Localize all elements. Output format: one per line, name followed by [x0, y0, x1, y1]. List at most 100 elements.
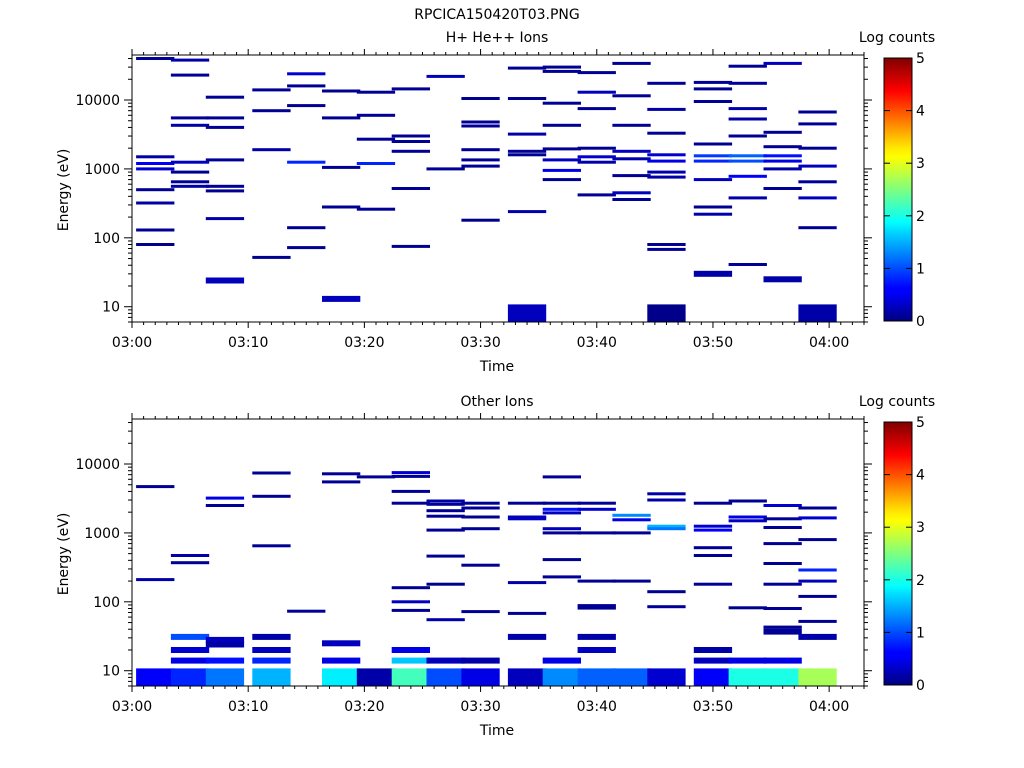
heatmap-cell — [763, 167, 802, 171]
heatmap-cell — [461, 124, 500, 128]
heatmap-cell — [798, 226, 837, 230]
heatmap-cell — [798, 146, 837, 150]
heatmap-cell — [391, 586, 430, 590]
heatmap-cell — [461, 527, 500, 531]
heatmap-cell — [170, 58, 210, 62]
x-tick-label: 03:50 — [693, 335, 733, 351]
heatmap-cell — [170, 633, 210, 640]
heatmap-cell — [542, 178, 581, 182]
heatmap-cell — [426, 554, 465, 558]
heatmap-cell — [391, 149, 430, 153]
colorbar-tick-label: 0 — [916, 678, 925, 694]
heatmap-cell — [322, 89, 361, 93]
heatmap-cell — [542, 511, 581, 515]
heatmap-cell — [798, 538, 837, 542]
heatmap-cell — [763, 187, 802, 190]
heatmap-cell — [426, 514, 465, 518]
y-tick-label: 100 — [93, 595, 120, 611]
heatmap-cell — [426, 528, 465, 532]
heatmap-cell — [693, 546, 733, 550]
heatmap-cell — [612, 668, 651, 686]
heatmap-cell — [136, 485, 175, 489]
heatmap-cell — [577, 71, 616, 75]
heatmap-cell — [798, 633, 837, 640]
x-axis-label: Time — [479, 359, 514, 375]
heatmap-cell — [322, 480, 361, 484]
heatmap-cell — [728, 499, 767, 503]
heatmap-cell — [287, 104, 326, 108]
heatmap-cell — [798, 180, 837, 184]
heatmap-cell — [205, 636, 245, 643]
heatmap-cell — [798, 506, 837, 510]
heatmap-cell — [647, 175, 686, 179]
heatmap-cell — [647, 524, 686, 528]
heatmap-cell — [170, 160, 210, 164]
heatmap-cell — [507, 515, 547, 519]
y-tick-label: 10 — [102, 664, 120, 680]
heatmap-cell — [728, 107, 767, 111]
heatmap-cell — [542, 657, 581, 664]
heatmap-cell — [252, 647, 291, 653]
heatmap-cell — [461, 148, 500, 152]
heatmap-cell — [693, 657, 733, 664]
heatmap-cell — [612, 61, 651, 65]
heatmap-cell — [322, 668, 361, 686]
heatmap-cell — [391, 471, 430, 475]
heatmap-cell — [612, 123, 651, 127]
heatmap-cell — [693, 178, 733, 182]
x-tick-label: 03:20 — [344, 335, 384, 351]
heatmap-cell — [426, 582, 465, 586]
heatmap-cell — [693, 501, 733, 505]
heatmap-cell — [507, 517, 547, 521]
heatmap-cell — [763, 562, 802, 565]
heatmap-cell — [391, 134, 430, 138]
heatmap-cell — [461, 515, 500, 519]
heatmap-cell — [693, 668, 733, 686]
heatmap-cell — [693, 528, 733, 532]
heatmap-cell — [693, 100, 733, 103]
heatmap-cell — [612, 191, 651, 195]
heatmap-cell — [728, 117, 767, 121]
plot-frame — [131, 418, 865, 687]
heatmap-cell — [287, 609, 326, 613]
heatmap-cell — [693, 154, 733, 158]
heatmap-cell — [252, 494, 291, 498]
heatmap-cell — [577, 160, 616, 164]
heatmap-cell — [647, 498, 686, 502]
heatmap-cell — [577, 579, 616, 583]
heatmap-cell — [136, 167, 175, 171]
heatmap-cell — [426, 499, 465, 503]
heatmap-cell — [170, 180, 210, 184]
colorbar: Log counts 0 1 2 3 4 5 — [859, 30, 935, 330]
heatmap-cell — [205, 504, 245, 507]
colorbar-tick-label: 3 — [916, 520, 925, 536]
heatmap-cell — [647, 605, 686, 609]
heatmap-cell — [693, 205, 733, 209]
heatmap-cell — [612, 157, 651, 161]
colorbar-tick-label: 3 — [916, 156, 925, 172]
heatmap-cell — [426, 74, 465, 78]
heatmap-cell — [205, 189, 245, 193]
heatmap-cell — [507, 581, 547, 585]
figure-title: RPCICA150420T03.PNG — [414, 7, 579, 23]
heatmap-cell — [647, 668, 686, 686]
heatmap-cell — [647, 81, 686, 85]
heatmap-cell — [356, 668, 396, 686]
y-tick-label: 100 — [93, 231, 120, 247]
colorbar-ticks: 0 1 2 3 4 5 — [884, 415, 925, 694]
heatmap-cell — [426, 509, 465, 513]
heatmap-cell — [542, 168, 581, 172]
heatmap-cell — [461, 218, 500, 222]
heatmap-cell — [287, 84, 326, 88]
heatmap-cell — [693, 554, 733, 557]
heatmap-cell — [763, 61, 802, 65]
colorbar-tick-label: 5 — [916, 51, 925, 67]
colorbar-tick-label: 2 — [916, 573, 925, 589]
heatmap-cell — [426, 502, 465, 506]
x-tick-label: 03:00 — [112, 335, 152, 351]
heatmap-cell — [798, 196, 837, 200]
heatmap-cell — [136, 578, 175, 582]
plot-frame — [131, 54, 865, 323]
heatmap-cell — [763, 668, 802, 686]
